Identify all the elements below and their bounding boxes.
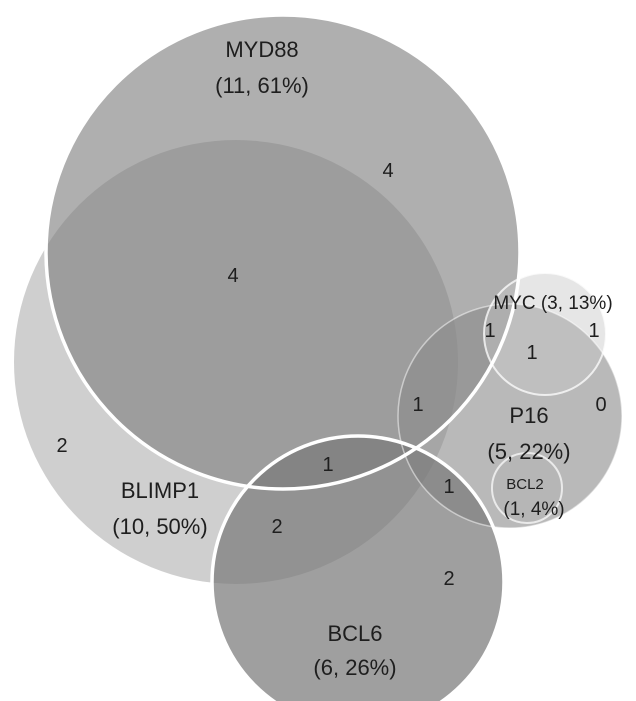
bcl2-stats: (1, 4%): [503, 499, 564, 520]
count-myd88-myc-p16: 1: [526, 342, 537, 364]
bcl6-outline: [210, 434, 506, 701]
myd88-outline: [44, 13, 522, 491]
p16-name: P16: [509, 403, 548, 428]
myc-label: MYC (3, 13%): [493, 293, 612, 314]
bcl2-circle: [492, 453, 562, 523]
myd88-name: MYD88: [225, 37, 298, 62]
count-bcl6-only: 2: [443, 568, 454, 590]
blimp1-name: BLIMP1: [121, 478, 199, 503]
count-myd88-myc: 1: [484, 320, 495, 342]
count-myd88-only: 4: [382, 160, 393, 182]
bcl2-name: BCL2: [506, 476, 544, 493]
p16-outline: [397, 303, 623, 529]
myd88-circle: [46, 15, 520, 489]
count-bcl6-p16: 1: [443, 476, 454, 498]
count-blimp1-bcl6: 2: [271, 516, 282, 538]
count-myc-only: 1: [588, 320, 599, 342]
count-p16-only: 0: [595, 394, 606, 416]
p16-stats: (5, 22%): [487, 439, 570, 464]
myc-outline: [483, 272, 607, 396]
count-myd88-blimp1: 4: [227, 265, 238, 287]
bcl6-circle: [212, 436, 504, 701]
myd88-stats: (11, 61%): [215, 73, 309, 98]
bcl6-name: BCL6: [327, 621, 382, 646]
count-myd88-blimp1-bcl6: 1: [322, 454, 333, 476]
bcl6-stats: (6, 26%): [313, 655, 396, 680]
count-blimp1-only: 2: [56, 435, 67, 457]
bcl2-outline: [491, 452, 563, 524]
count-myd88-p16: 1: [412, 394, 423, 416]
blimp1-stats: (10, 50%): [112, 514, 207, 539]
